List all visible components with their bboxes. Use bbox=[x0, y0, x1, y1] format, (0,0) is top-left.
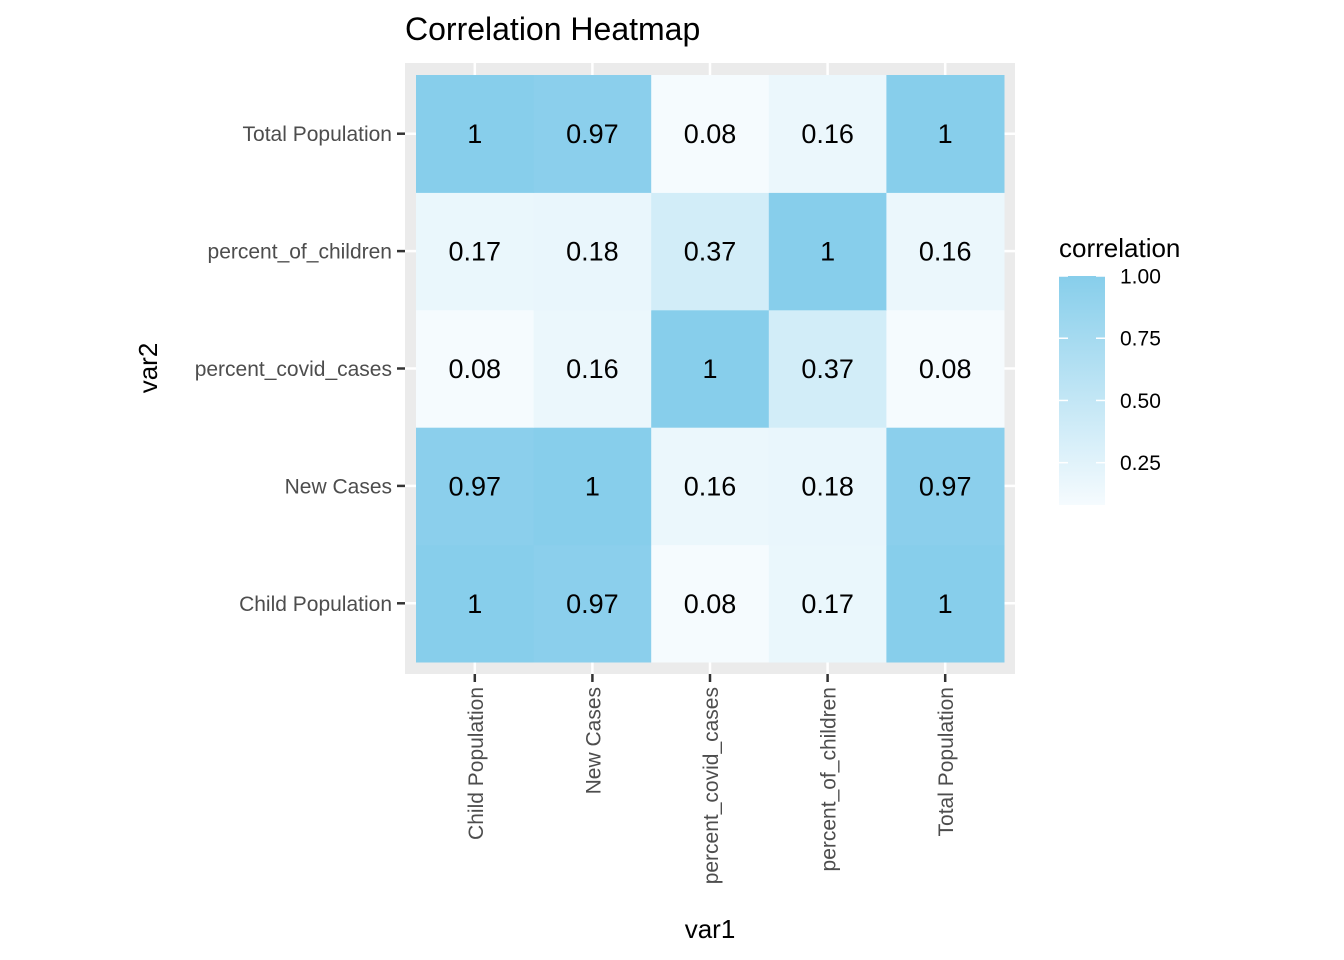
legend-ticks: 1.00 0.75 0.50 0.25 bbox=[1059, 266, 1161, 475]
y-tick-label: Total Population bbox=[243, 123, 392, 146]
cell-value-label: 0.16 bbox=[684, 471, 737, 501]
x-axis: Child Population New Cases percent_covid_c… bbox=[465, 674, 958, 884]
cell-value-label: 0.97 bbox=[919, 471, 972, 501]
cell-value-label: 0.08 bbox=[919, 354, 972, 384]
heatmap-cell bbox=[886, 544, 1005, 663]
legend-title: correlation bbox=[1059, 233, 1180, 263]
heatmap-cell bbox=[886, 75, 1005, 193]
cell-value-label: 1 bbox=[467, 589, 482, 619]
x-tick-label: New Cases bbox=[582, 687, 605, 794]
heatmap-cell bbox=[768, 544, 887, 663]
x-tick-label: Child Population bbox=[465, 687, 488, 840]
cell-value-labels: 1 0.97 0.08 0.17 1 0.97 1 0.16 0.18 0.97 0.08 0.16 1… bbox=[449, 119, 972, 619]
chart-title: Correlation Heatmap bbox=[405, 11, 700, 47]
heatmap-cell bbox=[768, 192, 887, 311]
cell-value-label: 0.16 bbox=[566, 354, 619, 384]
heatmap-cell bbox=[533, 75, 652, 193]
heatmap-cell bbox=[533, 309, 652, 428]
cell-value-label: 1 bbox=[585, 471, 600, 501]
cell-value-label: 1 bbox=[938, 119, 953, 149]
cell-value-label: 0.17 bbox=[801, 589, 854, 619]
heatmap-cell bbox=[886, 427, 1005, 546]
heatmap-cell bbox=[651, 192, 770, 311]
heatmap-cell bbox=[416, 75, 535, 193]
cell-value-label: 0.16 bbox=[919, 237, 972, 267]
cell-value-label: 1 bbox=[467, 119, 482, 149]
legend-color-bar bbox=[1059, 276, 1105, 505]
heatmap-cells bbox=[416, 75, 1005, 663]
x-tick-label: percent_covid_cases bbox=[700, 687, 723, 884]
cell-value-label: 0.97 bbox=[449, 471, 502, 501]
y-axis-title: var2 bbox=[133, 343, 163, 394]
cell-value-label: 0.17 bbox=[449, 237, 502, 267]
legend-tick-label: 0.75 bbox=[1120, 328, 1161, 351]
cell-value-label: 0.37 bbox=[801, 354, 854, 384]
cell-value-label: 1 bbox=[820, 237, 835, 267]
heatmap-cell bbox=[416, 309, 535, 428]
heatmap-cell bbox=[416, 427, 535, 546]
cell-value-label: 0.16 bbox=[801, 119, 854, 149]
heatmap-cell bbox=[768, 309, 887, 428]
cell-value-label: 0.08 bbox=[684, 589, 737, 619]
y-tick-label: New Cases bbox=[285, 475, 392, 498]
x-tick-label: percent_of_children bbox=[818, 687, 841, 871]
y-tick-label: Child Population bbox=[239, 593, 392, 616]
cell-value-label: 0.08 bbox=[684, 119, 737, 149]
heatmap-cell bbox=[533, 427, 652, 546]
cell-value-label: 0.18 bbox=[801, 471, 854, 501]
cell-value-label: 0.97 bbox=[566, 119, 619, 149]
cell-value-label: 0.08 bbox=[449, 354, 502, 384]
legend: correlation 1.00 0.75 0.50 0.25 bbox=[1059, 233, 1180, 505]
heatmap-cell bbox=[886, 192, 1005, 311]
legend-tick-label: 1.00 bbox=[1120, 266, 1161, 289]
heatmap-cell bbox=[416, 544, 535, 663]
cell-value-label: 1 bbox=[938, 589, 953, 619]
cell-value-label: 0.18 bbox=[566, 237, 619, 267]
x-axis-title: var1 bbox=[685, 914, 736, 944]
heatmap-cell bbox=[886, 309, 1005, 428]
y-tick-label: percent_of_children bbox=[208, 241, 392, 264]
heatmap-cell bbox=[651, 427, 770, 546]
heatmap-cell bbox=[651, 75, 770, 193]
cell-value-label: 1 bbox=[702, 354, 717, 384]
heatmap-cell bbox=[651, 544, 770, 663]
heatmap-cell bbox=[416, 192, 535, 311]
heatmap-cell bbox=[768, 75, 887, 193]
heatmap-cell bbox=[651, 309, 770, 428]
heatmap-cell bbox=[768, 427, 887, 546]
cell-value-label: 0.37 bbox=[684, 237, 737, 267]
heatmap-cell bbox=[533, 192, 652, 311]
heatmap-cell bbox=[533, 544, 652, 663]
x-tick-label: Total Population bbox=[935, 687, 958, 836]
y-axis: Child Population New Cases percent_covid_c… bbox=[195, 123, 405, 616]
legend-tick-label: 0.25 bbox=[1120, 452, 1161, 475]
y-tick-label: percent_covid_cases bbox=[195, 358, 392, 381]
legend-tick-label: 0.50 bbox=[1120, 390, 1161, 413]
cell-value-label: 0.97 bbox=[566, 589, 619, 619]
